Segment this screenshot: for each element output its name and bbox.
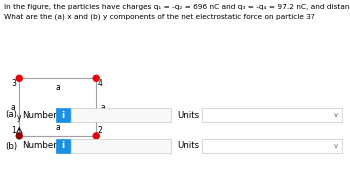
Text: i: i — [62, 111, 64, 120]
Circle shape — [93, 75, 99, 81]
Text: a: a — [55, 83, 60, 92]
FancyBboxPatch shape — [56, 108, 70, 122]
Text: Number: Number — [22, 141, 57, 150]
Text: In the figure, the particles have charges q₁ = -q₂ = 696 nC and q₃ = -q₄ = 97.2 : In the figure, the particles have charge… — [4, 4, 350, 10]
Text: 3: 3 — [11, 79, 16, 88]
FancyBboxPatch shape — [71, 108, 171, 122]
Text: Units: Units — [177, 141, 199, 150]
Text: a: a — [10, 103, 15, 112]
Text: Units: Units — [177, 111, 199, 120]
Text: y: y — [17, 113, 21, 122]
FancyBboxPatch shape — [202, 139, 342, 153]
Circle shape — [16, 75, 22, 81]
Circle shape — [93, 133, 99, 139]
Text: 2: 2 — [98, 126, 103, 135]
Text: 4: 4 — [98, 79, 103, 88]
Text: Number: Number — [22, 111, 57, 120]
Text: 1: 1 — [12, 126, 16, 135]
Text: i: i — [62, 141, 64, 150]
Text: v: v — [334, 112, 338, 118]
Text: v: v — [334, 143, 338, 149]
Text: (a): (a) — [5, 111, 17, 120]
Text: a: a — [55, 123, 60, 132]
FancyBboxPatch shape — [71, 139, 171, 153]
Text: a: a — [100, 103, 105, 112]
FancyBboxPatch shape — [202, 108, 342, 122]
Circle shape — [16, 133, 22, 139]
FancyBboxPatch shape — [56, 139, 70, 153]
Text: What are the (a) x and (b) y components of the net electrostatic force on partic: What are the (a) x and (b) y components … — [4, 14, 315, 21]
Text: (b): (b) — [5, 141, 17, 150]
